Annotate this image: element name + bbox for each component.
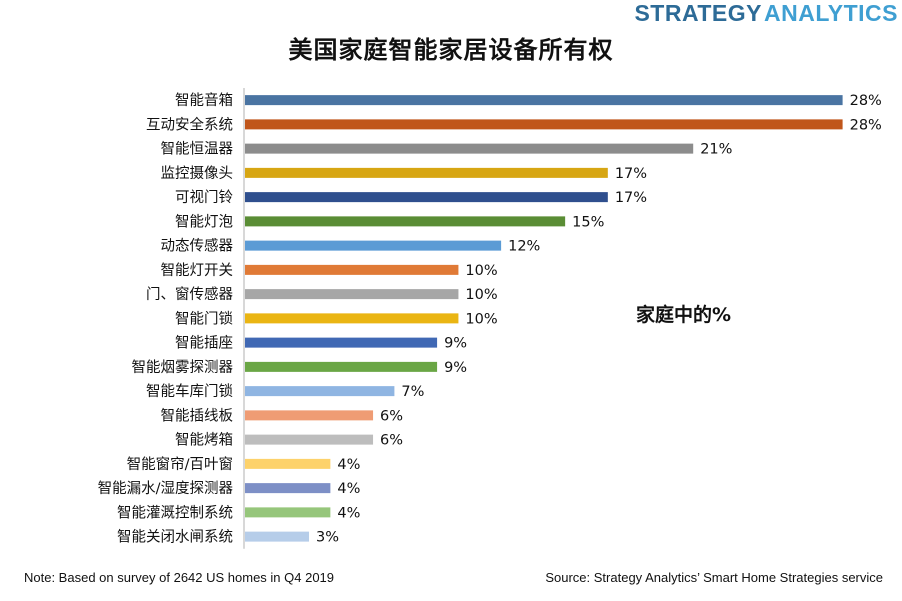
category-label: 智能恒温器 xyxy=(161,141,234,158)
bar xyxy=(245,264,459,275)
category-label: 智能灌溉控制系统 xyxy=(117,504,233,521)
bar xyxy=(245,361,438,372)
category-label: 智能烤箱 xyxy=(175,432,233,449)
bar xyxy=(245,410,374,421)
category-label: 智能插座 xyxy=(175,335,233,352)
category-label: 可视门铃 xyxy=(175,189,233,206)
bar xyxy=(245,143,694,154)
value-label: 3% xyxy=(316,530,339,546)
bar xyxy=(245,240,502,251)
bar xyxy=(245,507,331,518)
value-label: 4% xyxy=(337,505,360,521)
footnote-source: Source: Strategy Analytics’ Smart Home S… xyxy=(545,570,883,585)
value-label: 28% xyxy=(850,93,882,109)
value-label: 28% xyxy=(850,117,882,133)
category-label: 智能窗帘/百叶窗 xyxy=(127,455,233,473)
category-label: 智能关闭水闸系统 xyxy=(117,529,233,546)
category-label: 智能音箱 xyxy=(175,92,233,109)
category-label: 智能烟雾探测器 xyxy=(132,359,234,376)
value-label: 6% xyxy=(380,408,403,424)
value-label: 21% xyxy=(700,142,732,158)
brand-logo-word-1: STRATEGY xyxy=(634,0,762,26)
bar xyxy=(245,167,608,178)
category-label: 智能车库门锁 xyxy=(146,383,233,400)
bar xyxy=(245,531,310,542)
value-label: 10% xyxy=(465,287,497,303)
value-label: 15% xyxy=(572,214,604,230)
category-label: 智能灯泡 xyxy=(175,213,233,230)
value-label: 17% xyxy=(615,190,647,206)
category-label: 门、窗传感器 xyxy=(146,285,233,303)
category-label: 智能门锁 xyxy=(175,310,233,327)
chart-title: 美国家庭智能家居设备所有权 xyxy=(288,36,614,64)
bar xyxy=(245,313,459,324)
value-label: 4% xyxy=(337,457,360,473)
bar xyxy=(245,289,459,300)
bar xyxy=(245,434,374,445)
category-label: 智能插线板 xyxy=(161,406,234,424)
bar xyxy=(245,386,395,397)
value-label: 4% xyxy=(337,481,360,497)
category-label: 智能灯开关 xyxy=(161,262,234,279)
bar xyxy=(245,119,843,130)
bar xyxy=(245,337,438,348)
value-label: 17% xyxy=(615,166,647,182)
value-label: 9% xyxy=(444,360,467,376)
bar xyxy=(245,458,331,469)
chart-annotation: 家庭中的% xyxy=(636,304,732,326)
bar xyxy=(245,95,843,106)
value-label: 6% xyxy=(380,433,403,449)
value-label: 10% xyxy=(465,263,497,279)
category-label: 智能漏水/湿度探测器 xyxy=(98,480,234,497)
category-label: 监控摄像头 xyxy=(161,165,234,182)
value-label: 7% xyxy=(401,384,424,400)
bar xyxy=(245,192,608,203)
category-label: 动态传感器 xyxy=(161,238,234,255)
value-label: 9% xyxy=(444,336,467,352)
value-label: 12% xyxy=(508,239,540,255)
footnote-note: Note: Based on survey of 2642 US homes i… xyxy=(24,570,335,585)
bar xyxy=(245,216,566,227)
brand-logo-word-2: ANALYTICS xyxy=(764,0,898,26)
value-label: 10% xyxy=(465,311,497,327)
bar xyxy=(245,483,331,494)
category-label: 互动安全系统 xyxy=(146,115,233,133)
brand-logo: STRATEGYANALYTICS xyxy=(634,0,898,26)
